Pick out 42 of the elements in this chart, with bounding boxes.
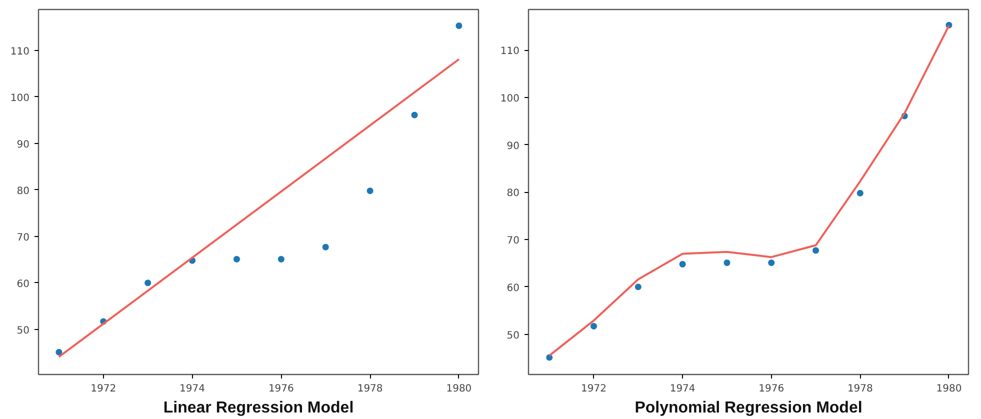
point [768, 259, 776, 267]
point [856, 189, 864, 197]
x-tick-label: 1976 [758, 384, 784, 394]
point [455, 22, 463, 30]
point [277, 255, 285, 263]
x-tick-label: 1974 [180, 384, 206, 394]
y-tick-label: 50 [16, 325, 30, 336]
point [366, 187, 374, 195]
y-tick-label: 80 [506, 188, 520, 200]
x-tick-label: 1980 [936, 384, 962, 394]
point [322, 243, 330, 251]
y-tick-label: 60 [16, 278, 30, 290]
y-tick-label: 70 [16, 232, 30, 244]
y-tick-label: 80 [16, 186, 30, 197]
y-tick-label: 100 [10, 92, 30, 104]
y-tick-label: 90 [506, 140, 520, 152]
point [723, 259, 731, 267]
x-tick-label: 1978 [847, 384, 873, 394]
y-tick-label: 100 [500, 94, 520, 105]
point [678, 260, 686, 268]
point [144, 279, 152, 287]
point [55, 348, 63, 356]
y-tick-label: 60 [506, 282, 520, 294]
point [410, 111, 418, 119]
x-tick-label: 1974 [670, 384, 696, 394]
y-tick-label: 50 [506, 330, 520, 342]
point [546, 354, 554, 362]
x-tick-label: 1972 [90, 384, 116, 394]
point [634, 283, 642, 291]
y-tick-label: 110 [500, 46, 520, 58]
x-tick-label: 1972 [581, 384, 606, 394]
text: Polynomial Regression Model [634, 400, 862, 416]
x-tick-label: 1976 [268, 384, 294, 394]
x-tick-label: 1980 [446, 384, 472, 394]
x-tick-label: 1978 [357, 384, 383, 394]
y-tick-label: 90 [16, 139, 30, 150]
y-tick-label: 70 [506, 236, 520, 247]
point [812, 246, 820, 254]
point [232, 255, 240, 263]
point [590, 322, 598, 330]
text: Linear Regression Model [163, 400, 354, 416]
y-tick-label: 110 [10, 46, 30, 58]
